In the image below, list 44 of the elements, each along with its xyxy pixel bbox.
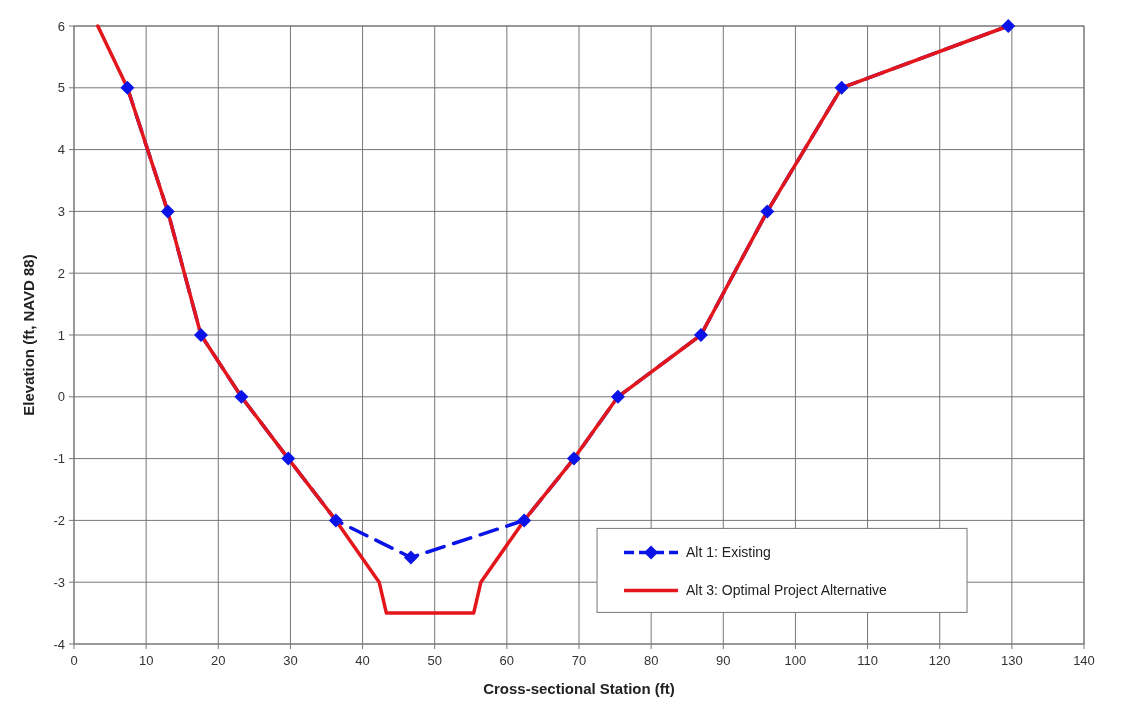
x-tick-label: 20 xyxy=(211,653,226,668)
point xyxy=(834,80,849,95)
point xyxy=(517,513,532,528)
point xyxy=(760,204,775,219)
x-tick-label: 30 xyxy=(283,653,298,668)
x-tick-label: 80 xyxy=(643,653,659,668)
x-tick-label: 0 xyxy=(70,653,78,668)
x-tick-label: 110 xyxy=(857,653,878,668)
x-tick-label: 50 xyxy=(427,653,442,668)
legend-label: Alt 3: Optimal Project Alternative xyxy=(686,582,887,599)
point xyxy=(328,513,343,528)
x-tick-label: 100 xyxy=(784,653,807,668)
point xyxy=(281,451,296,466)
point xyxy=(193,328,208,342)
point xyxy=(160,204,175,219)
x-tick-label: 130 xyxy=(1001,653,1023,668)
point xyxy=(403,550,418,565)
y-axis-title: Elevation (ft, NAVD 88) xyxy=(20,254,37,416)
y-tick-label: 2 xyxy=(57,265,65,281)
legend-label: Alt 1: Existing xyxy=(686,544,771,561)
x-tick-label: 140 xyxy=(1073,653,1095,668)
y-tick-label: 5 xyxy=(57,80,65,96)
point xyxy=(234,389,249,404)
y-tick-label: 3 xyxy=(57,203,65,219)
y-tick-label: 4 xyxy=(57,142,65,158)
y-tick-label: 0 xyxy=(57,389,65,405)
y-tick-label: -2 xyxy=(53,512,65,528)
point xyxy=(566,451,581,466)
x-tick-label: 60 xyxy=(499,653,515,668)
y-tick-label: -4 xyxy=(53,636,65,652)
y-tick-label: -3 xyxy=(53,574,65,590)
x-tick-label: 40 xyxy=(355,653,370,668)
y-tick-label: -1 xyxy=(53,451,65,467)
point xyxy=(693,328,708,342)
point xyxy=(1001,19,1016,33)
point xyxy=(610,389,625,404)
x-tick-label: 70 xyxy=(571,653,587,668)
x-axis-title: Cross-sectional Station (ft) xyxy=(483,680,675,697)
y-tick-label: 6 xyxy=(57,18,65,34)
point xyxy=(120,80,135,95)
y-tick-label: 1 xyxy=(57,327,65,343)
x-tick-label: 90 xyxy=(716,653,731,668)
x-tick-label: 10 xyxy=(138,653,154,668)
x-tick-label: 120 xyxy=(928,653,951,668)
